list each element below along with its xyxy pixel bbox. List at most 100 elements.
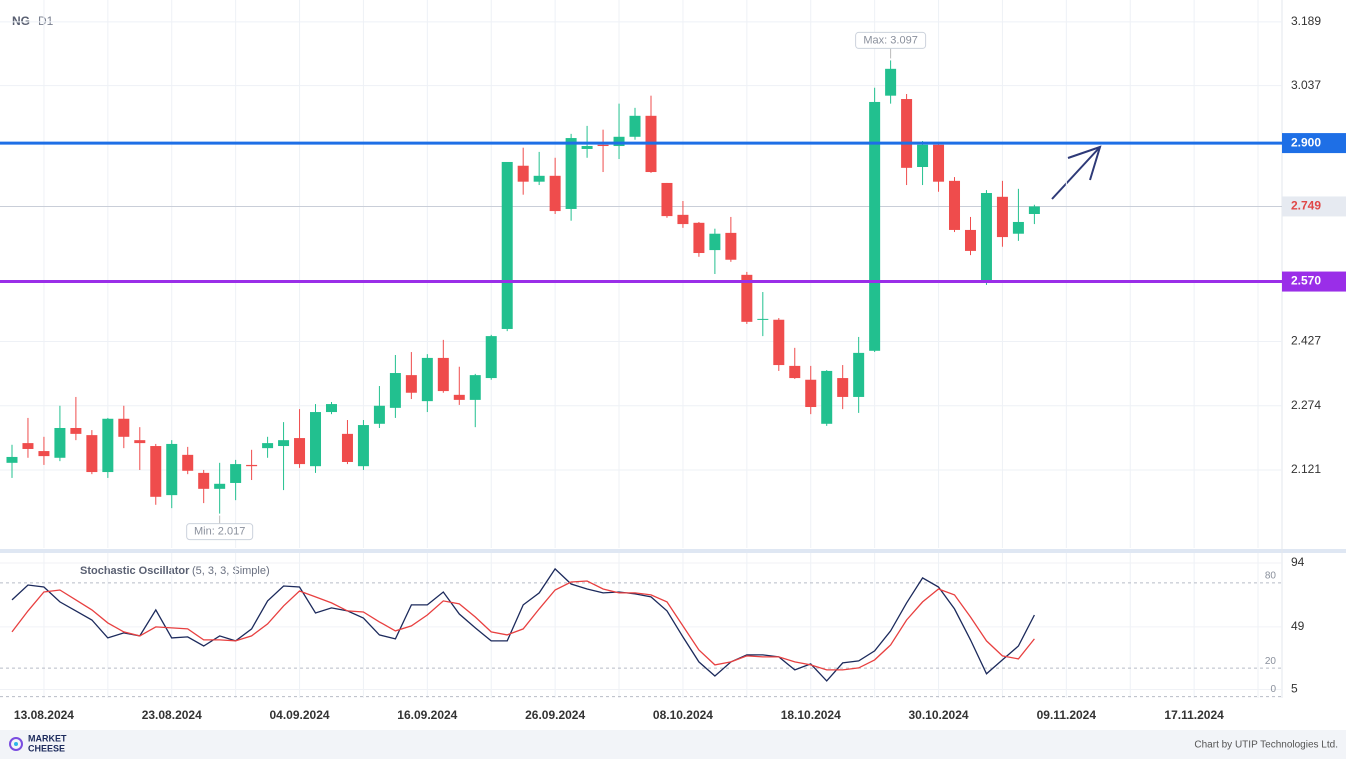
candle-body [485, 336, 497, 379]
last-price-box [1282, 196, 1346, 217]
candle-body [581, 146, 593, 149]
max-label: Max: 3.097 [863, 34, 917, 46]
candle-body [980, 193, 992, 283]
candle-body [310, 412, 322, 467]
annotation-box [186, 523, 254, 541]
candle-body [437, 357, 449, 392]
candle-body [357, 425, 369, 467]
level-label: 80 [1265, 570, 1277, 581]
candle-body [70, 427, 82, 434]
level-label: 2.900 [1291, 135, 1321, 149]
candle-body [118, 418, 130, 437]
x-tick-label: 04.09.2024 [270, 708, 330, 722]
candle-body [325, 404, 337, 413]
candle-body [373, 405, 385, 424]
candle-body [501, 161, 513, 329]
marks [6, 60, 1040, 682]
candle-body [565, 138, 577, 209]
candle-body [757, 318, 769, 320]
candle-body [421, 357, 433, 402]
x-tick-label: 16.09.2024 [397, 708, 457, 722]
candle-body [1028, 206, 1040, 214]
candle-body [341, 433, 353, 462]
trend-arrow [1051, 145, 1102, 200]
level-label: 0 [1270, 684, 1276, 695]
candle-body [613, 136, 625, 147]
annotation-box [855, 31, 927, 49]
candle-body [6, 456, 18, 463]
y-tick-label: 3.189 [1291, 14, 1321, 28]
y-tick-label: 49 [1291, 619, 1305, 633]
level-label: 2.570 [1291, 274, 1321, 288]
x-tick-label: 23.08.2024 [142, 708, 202, 722]
candle-body [725, 232, 737, 260]
logo [9, 737, 23, 751]
candle-body [294, 438, 306, 465]
candle-body [869, 101, 881, 351]
x-tick-label: 26.09.2024 [525, 708, 585, 722]
x-tick-label: 09.11.2024 [1037, 708, 1097, 722]
candle-body [597, 144, 609, 147]
candle-body [54, 427, 66, 458]
timeframe: D1 [38, 14, 54, 28]
candle-body [230, 464, 242, 483]
candle-body [693, 222, 705, 254]
candle-body [405, 375, 417, 393]
candle-body [517, 165, 529, 182]
candle-body [629, 115, 641, 137]
candle-body [86, 435, 98, 473]
candle-body [469, 375, 481, 400]
indicator-params: (5, 3, 3, Simple) [192, 565, 270, 577]
candle-body [821, 370, 833, 424]
candle-body [837, 378, 849, 397]
candle-body [198, 472, 210, 489]
candle-body [150, 446, 162, 497]
candle-body [964, 229, 976, 251]
y-tick-label: 5 [1291, 682, 1298, 696]
candle-body [949, 180, 961, 230]
x-tick-label: 18.10.2024 [781, 708, 841, 722]
candle-body [901, 99, 913, 168]
pane-separator [0, 549, 1346, 553]
y-tick-label: 94 [1291, 555, 1305, 569]
candle-body [246, 464, 258, 467]
x-tick-label: 30.10.2024 [909, 708, 969, 722]
candle-body [389, 373, 401, 408]
candle-body [853, 352, 865, 397]
candle-body [917, 144, 929, 168]
candle-body [1012, 221, 1024, 234]
logo-text: MARKET [28, 733, 67, 743]
candle-body [805, 379, 817, 408]
level-box [1282, 271, 1346, 292]
stochastic-line [11, 580, 1035, 671]
symbol: NG [12, 14, 30, 28]
logo-text: CHEESE [28, 743, 65, 753]
candle-body [262, 443, 274, 449]
y-tick-label: 2.121 [1291, 462, 1321, 476]
candle-body [885, 68, 897, 96]
x-tick-label: 13.08.2024 [14, 708, 74, 722]
candle-body [677, 214, 689, 225]
candle-body [549, 175, 561, 212]
y-tick-label: 2.274 [1291, 398, 1321, 412]
candle-body [661, 182, 673, 217]
candle-body [278, 440, 290, 447]
indicator-title: Stochastic Oscillator [80, 565, 190, 577]
x-tick-label: 17.11.2024 [1164, 708, 1224, 722]
candle-body [22, 443, 34, 449]
last-price-label: 2.749 [1291, 199, 1321, 213]
footer-band [0, 730, 1346, 759]
stochastic-line [11, 567, 1035, 682]
candle-body [102, 418, 114, 473]
candle-body [773, 319, 785, 366]
candle-body [134, 440, 146, 444]
min-label: Min: 2.017 [194, 525, 245, 537]
candle-body [182, 454, 194, 471]
candle-body [933, 144, 945, 182]
candle-body [214, 483, 226, 489]
candle-body [709, 233, 721, 251]
candle-body [453, 394, 465, 400]
